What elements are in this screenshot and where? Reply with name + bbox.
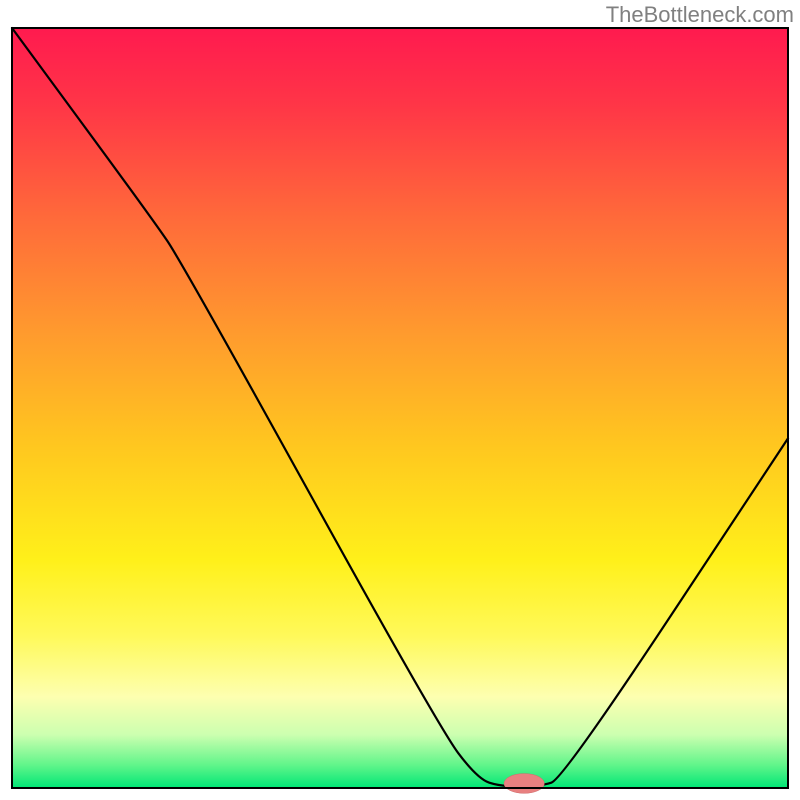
watermark-text: TheBottleneck.com	[606, 2, 794, 28]
chart-background	[12, 28, 788, 788]
bottleneck-chart	[0, 0, 800, 800]
optimal-point-marker	[504, 774, 544, 794]
chart-container: TheBottleneck.com	[0, 0, 800, 800]
